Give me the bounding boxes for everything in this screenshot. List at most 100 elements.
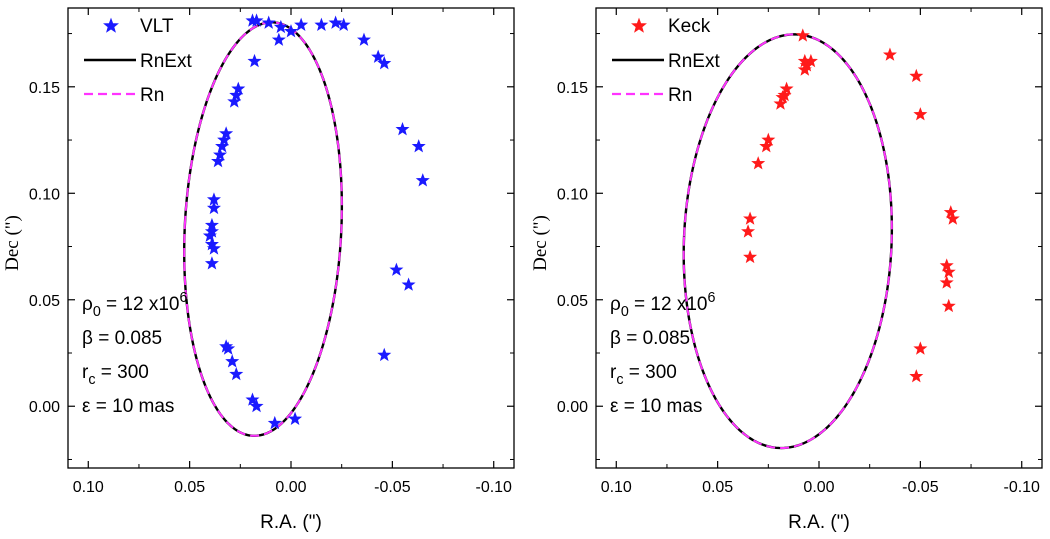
annotation-rest: = 300	[95, 362, 148, 383]
data-point-star	[211, 153, 226, 168]
keck-panel: 0.10 0.05 0.00 -0.05 -0.10 0.00 0.05 0.10 0.15 R.…	[530, 7, 1043, 533]
data-point-star	[909, 369, 924, 383]
rn-orbit-line	[682, 33, 893, 450]
y-tick-label: 0.05	[557, 293, 588, 310]
data-point-star	[941, 264, 956, 279]
data-point-star	[288, 411, 303, 425]
x-tick-label: -0.05	[374, 479, 411, 496]
x-tick-label: 0.10	[73, 479, 104, 496]
data-point-star	[743, 211, 758, 225]
data-point-star	[773, 96, 788, 110]
data-point-star	[943, 205, 958, 219]
parameter-annotation: ε = 10 mas	[610, 396, 702, 417]
data-point-star	[227, 94, 242, 108]
annotation-base: ε = 10 mas	[82, 396, 174, 417]
data-point-star	[939, 275, 954, 289]
annotation-base: ρ	[82, 294, 93, 315]
data-point-star	[206, 200, 221, 215]
annotation-base: r	[82, 362, 89, 383]
annotation-base: ρ	[610, 294, 621, 315]
rn-orbit-line	[183, 21, 343, 437]
vlt-panel: 0.10 0.05 0.00 -0.05 -0.10 0.00 0.05 0.10 0.15 R.…	[2, 7, 515, 533]
y-axis-label: Dec (")	[2, 215, 23, 271]
annotation-rest: = 300	[623, 362, 676, 383]
data-point-star	[779, 81, 794, 95]
x-tick-label: -0.10	[475, 479, 512, 496]
annotation-sub: 0	[93, 304, 101, 320]
data-point-star	[221, 341, 236, 355]
y-axis-label: Dec (")	[530, 215, 551, 271]
data-point-star	[389, 262, 404, 276]
data-point-star	[229, 366, 244, 381]
x-tick-label: 0.10	[601, 479, 632, 496]
y-tick-label: 0.15	[29, 80, 60, 97]
data-point-star	[401, 277, 416, 291]
data-point-star	[314, 17, 329, 31]
y-tick-label: 0.00	[29, 399, 60, 416]
x-tick-label: 0.00	[275, 479, 306, 496]
annotation-base: r	[610, 362, 617, 383]
data-point-star	[395, 122, 410, 136]
data-point-star	[245, 392, 260, 406]
legend-label-line1: RnExt	[668, 51, 720, 72]
data-point-star	[939, 258, 954, 272]
legend-label-points: Keck	[668, 16, 711, 37]
x-tick-label: -0.05	[902, 479, 939, 496]
x-tick-label: 0.00	[803, 479, 834, 496]
data-point-star	[271, 32, 286, 46]
data-point-star	[761, 132, 776, 146]
data-point-star	[795, 28, 810, 42]
data-point-star	[202, 228, 217, 242]
parameter-annotation: β = 0.085	[610, 328, 690, 349]
x-tick-label: -0.10	[1003, 479, 1040, 496]
data-point-star	[247, 53, 262, 68]
x-tick-label: 0.05	[174, 479, 205, 496]
legend-star-icon	[103, 17, 119, 33]
legend-label-line2: Rn	[140, 85, 164, 106]
x-tick-label: 0.05	[702, 479, 733, 496]
data-point-star	[261, 15, 276, 29]
y-tick-label: 0.10	[557, 186, 588, 203]
y-tick-label: 0.10	[29, 186, 60, 203]
data-point-star	[803, 53, 818, 68]
data-point-star	[411, 139, 426, 153]
x-axis-label: R.A. (")	[260, 512, 322, 533]
parameter-annotation: β = 0.085	[82, 328, 162, 349]
parameter-annotation: ρ0 = 12 x106	[610, 290, 715, 320]
data-point-star	[759, 139, 774, 153]
annotation-base: β = 0.085	[82, 328, 162, 349]
data-point-star	[267, 415, 282, 430]
data-point-star	[913, 341, 928, 355]
data-point-star	[273, 19, 288, 34]
data-point-star	[913, 107, 928, 121]
parameter-annotation: ρ0 = 12 x106	[82, 290, 187, 320]
data-point-star	[377, 56, 392, 70]
annotation-rest: = 12 x10	[101, 294, 180, 315]
annotation-base: ε = 10 mas	[610, 396, 702, 417]
data-point-star	[206, 241, 221, 255]
data-point-star	[225, 354, 240, 368]
data-point-star	[213, 147, 228, 161]
data-point-star	[415, 173, 430, 187]
data-point-star	[215, 139, 230, 153]
legend-star-icon	[631, 17, 647, 33]
data-point-star	[741, 224, 756, 238]
data-point-star	[249, 13, 264, 27]
data-point-star	[204, 256, 219, 270]
data-point-star	[217, 132, 232, 146]
parameter-annotation: rc = 300	[82, 362, 149, 388]
x-axis-label: R.A. (")	[788, 512, 850, 533]
data-point-star	[797, 62, 812, 76]
data-point-star	[249, 398, 264, 413]
data-point-star	[219, 126, 234, 140]
data-point-star	[743, 249, 758, 264]
data-point-star	[336, 17, 351, 31]
y-tick-label: 0.00	[557, 399, 588, 416]
annotation-sub: c	[616, 372, 623, 388]
data-point-star	[356, 32, 371, 46]
data-point-star	[229, 87, 244, 102]
data-point-star	[231, 81, 246, 95]
annotation-rest: = 12 x10	[629, 294, 708, 315]
annotation-base: β = 0.085	[610, 328, 690, 349]
